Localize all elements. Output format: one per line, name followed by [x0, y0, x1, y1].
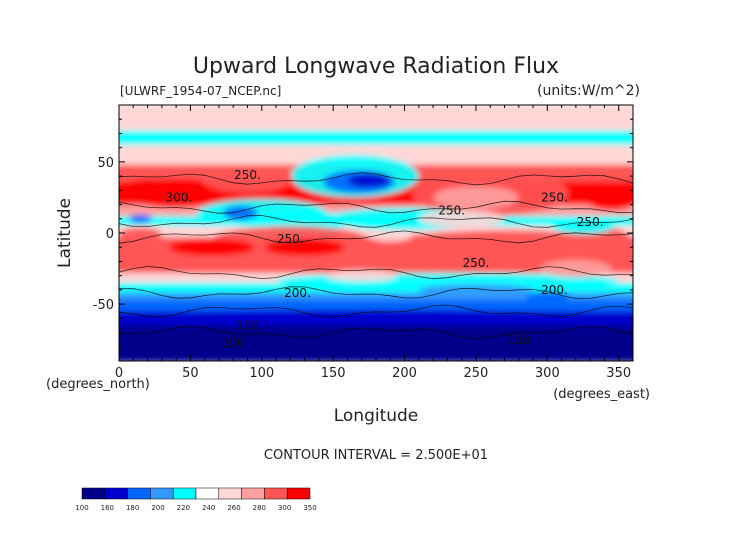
colorbar-swatch-3 — [150, 487, 174, 500]
flux-field — [119, 105, 633, 361]
contour-label-6: 250. — [463, 256, 490, 270]
contour-label-7: 200. — [284, 286, 311, 300]
x-tick-label-7: 350 — [606, 366, 631, 381]
colorbar-swatch-6 — [218, 487, 242, 500]
colorbar-tick-4: 220 — [177, 504, 190, 512]
y-axis: -50 0 50 — [93, 118, 633, 348]
colorbar-swatch-7 — [241, 487, 265, 500]
contour-label-8: 200. — [541, 283, 568, 297]
contour-label-2: 250. — [277, 232, 304, 246]
x-tick-label-5: 250 — [464, 366, 489, 381]
colorbar-tick-1: 160 — [101, 504, 114, 512]
colorbar-tick-3: 200 — [151, 504, 164, 512]
colorbar-swatch-5 — [195, 487, 220, 500]
chart-subtitle-left: [ULWRF_1954-07_NCEP.nc] — [120, 84, 281, 98]
colorbar-swatch-2 — [127, 487, 151, 500]
contour-interval-label: CONTOUR INTERVAL = 2.500E+01 — [264, 448, 488, 463]
colorbar-swatch-0 — [81, 487, 106, 500]
colorbar-swatch-1 — [104, 487, 128, 500]
chart-title: Upward Longwave Radiation Flux — [193, 54, 559, 79]
colorbar-tick-8: 300 — [278, 504, 291, 512]
x-axis-label: Longitude — [334, 406, 419, 426]
x-unit-label: (degrees_east) — [553, 387, 650, 402]
y-tick-label-0: -50 — [93, 298, 114, 313]
contour-label-1: 300. — [166, 191, 193, 205]
x-tick-label-6: 300 — [535, 366, 560, 381]
contour-label-5: 250. — [577, 215, 604, 229]
y-tick-label-1: 0 — [106, 227, 114, 242]
contour-label-4: 250. — [541, 191, 568, 205]
x-tick-label-1: 50 — [182, 366, 199, 381]
colorbar-tick-5: 240 — [202, 504, 215, 512]
colorbar-tick-7: 280 — [253, 504, 266, 512]
x-tick-label-4: 200 — [392, 366, 417, 381]
colorbar-tick-9: 350 — [303, 504, 316, 512]
y-tick-label-2: 50 — [97, 156, 114, 171]
contour-label-11: 150 — [507, 333, 530, 347]
x-axis: 0 50 100 150 200 250 300 350 — [115, 105, 631, 381]
plot-area: 250. 300. 250. 250. 250. 250. 250. 200. 200. 150 1… — [118, 104, 634, 362]
chart-subtitle-right: (units:W/m^2) — [537, 83, 640, 99]
colorbar-tick-0: 100 — [75, 504, 88, 512]
contour-label-3: 250. — [438, 204, 465, 218]
colorbar: 100 160 180 200 220 240 260 280 300 350 — [75, 487, 317, 512]
contour-label-10: 100 — [222, 336, 245, 350]
colorbar-swatch-9 — [286, 487, 311, 500]
x-tick-label-3: 150 — [321, 366, 346, 381]
contour-label-0: 250. — [234, 168, 261, 182]
x-tick-label-2: 100 — [249, 366, 274, 381]
y-unit-label: (degrees_north) — [46, 377, 150, 392]
colorbar-swatch-8 — [264, 487, 288, 500]
x-tick-label-0: 0 — [115, 366, 123, 381]
colorbar-tick-2: 180 — [126, 504, 139, 512]
contour-label-9: 150 — [236, 319, 259, 333]
colorbar-tick-6: 260 — [227, 504, 240, 512]
y-axis-label: Latitude — [55, 198, 75, 268]
colorbar-swatch-4 — [172, 487, 197, 500]
contour-labels: 250. 300. 250. 250. 250. 250. 250. 200. 200. 150 1… — [166, 168, 604, 350]
